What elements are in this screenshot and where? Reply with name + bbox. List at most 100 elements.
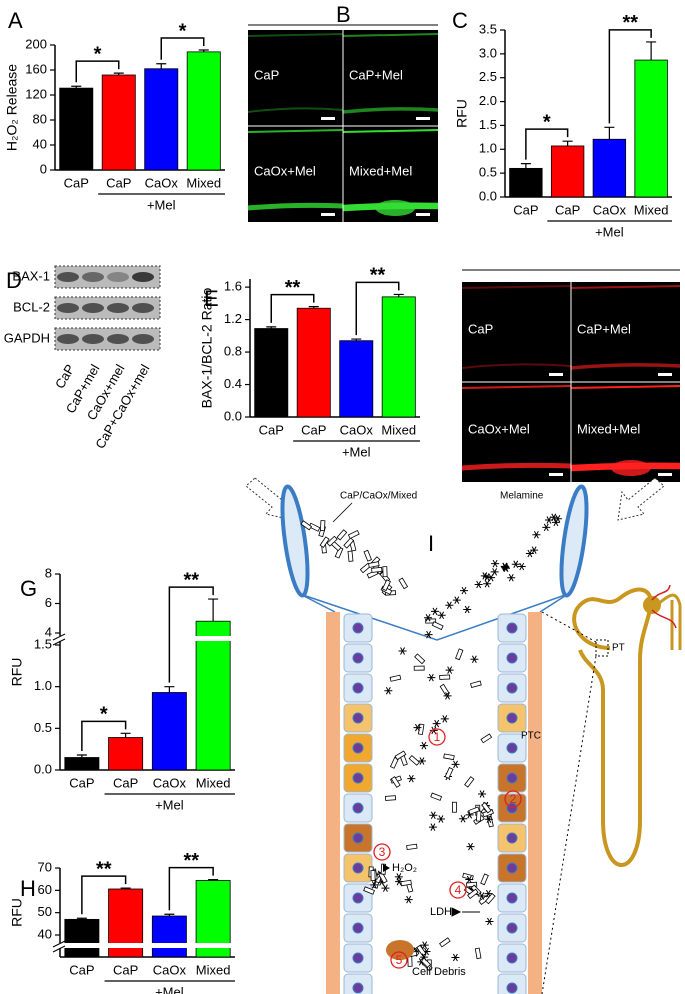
crystal bbox=[484, 893, 496, 905]
crystal bbox=[390, 776, 401, 788]
nucleus bbox=[352, 652, 364, 664]
melamine bbox=[440, 715, 449, 723]
diagram-label: Melamine bbox=[500, 491, 544, 502]
error-bar bbox=[393, 293, 404, 297]
melamine bbox=[427, 673, 436, 682]
melamine bbox=[490, 568, 499, 576]
melamine bbox=[443, 692, 452, 700]
fluorescence bbox=[247, 107, 344, 113]
significance-bracket bbox=[355, 281, 400, 336]
nucleus bbox=[506, 682, 518, 694]
melamine bbox=[474, 580, 483, 589]
fluorescence bbox=[247, 129, 344, 133]
blot-band bbox=[107, 272, 129, 282]
blot-band bbox=[132, 334, 154, 344]
significance-label: ** bbox=[622, 12, 638, 34]
step-number: 2 bbox=[510, 792, 517, 806]
x-tick-label: CaOx bbox=[145, 175, 179, 190]
x-tick-label: Mixed bbox=[196, 775, 231, 790]
group-label: +Mel bbox=[595, 224, 624, 239]
scale-bar bbox=[416, 117, 430, 120]
group-label: +Mel bbox=[147, 197, 176, 212]
panel-letter: I bbox=[428, 531, 434, 556]
leader bbox=[332, 502, 353, 523]
break-mark bbox=[52, 940, 66, 953]
step-number: 5 bbox=[396, 953, 403, 967]
crystal bbox=[468, 806, 480, 815]
bar bbox=[339, 340, 374, 418]
funnel-opening bbox=[280, 484, 310, 598]
significance-bracket bbox=[168, 586, 214, 683]
x-tick-label: CaP bbox=[555, 202, 580, 217]
nephron bbox=[572, 587, 653, 867]
y-tick-label: 2.0 bbox=[479, 93, 497, 108]
micrograph-label: CaP+Mel bbox=[577, 321, 631, 336]
blot-band bbox=[107, 334, 129, 344]
error-bar bbox=[164, 686, 175, 693]
glomerulus bbox=[643, 596, 661, 614]
fluorescence bbox=[570, 363, 681, 370]
significance-bracket bbox=[270, 293, 315, 323]
zoom-line bbox=[541, 611, 597, 994]
nucleus bbox=[352, 712, 364, 724]
crystal bbox=[425, 618, 437, 624]
crystal bbox=[343, 537, 355, 549]
y-tick-label: 0.5 bbox=[34, 720, 52, 735]
melamine bbox=[420, 953, 429, 961]
bar bbox=[592, 138, 627, 198]
crystal bbox=[439, 683, 450, 696]
melamine bbox=[429, 726, 438, 735]
melamine bbox=[551, 518, 560, 527]
blot-band bbox=[132, 303, 154, 313]
nucleus bbox=[352, 772, 364, 784]
melamine bbox=[429, 811, 438, 820]
melamine bbox=[437, 611, 446, 619]
crystal bbox=[389, 674, 402, 682]
blot-band bbox=[82, 303, 104, 313]
y-axis-label: BAX-1/BCL-2 Ratio bbox=[199, 287, 215, 408]
blot-band bbox=[57, 303, 79, 313]
error-bar bbox=[351, 338, 362, 341]
step-marker bbox=[428, 728, 446, 746]
diagram-label: Cell Debris bbox=[412, 966, 466, 978]
x-tick-label: CaP bbox=[69, 775, 94, 790]
melamine bbox=[384, 686, 393, 695]
y-tick-label: 1.0 bbox=[34, 678, 52, 693]
crystal bbox=[378, 871, 388, 884]
crystal bbox=[417, 723, 425, 736]
crystal bbox=[455, 648, 464, 661]
y-tick-label: 1.2 bbox=[224, 311, 242, 326]
error-bar bbox=[113, 72, 124, 75]
melamine bbox=[465, 875, 474, 884]
melamine bbox=[517, 562, 526, 571]
melamine bbox=[404, 895, 413, 904]
nucleus bbox=[506, 892, 518, 904]
melamine bbox=[484, 815, 493, 823]
error-bar bbox=[76, 754, 87, 758]
funnel-opening bbox=[559, 484, 589, 598]
nucleus bbox=[352, 832, 364, 844]
error-bar bbox=[156, 63, 167, 69]
x-tick-label: CaOx bbox=[593, 202, 627, 217]
melamine bbox=[470, 655, 479, 664]
error-bar bbox=[266, 326, 277, 329]
x-tick-label: CaP bbox=[64, 175, 89, 190]
axis-break bbox=[52, 636, 235, 641]
error-bar bbox=[164, 913, 175, 917]
diagram-label: PT bbox=[612, 643, 625, 654]
panel-letter: G bbox=[20, 576, 37, 601]
crystal bbox=[470, 680, 482, 688]
x-tick-label: CaP bbox=[301, 422, 326, 437]
crystal bbox=[451, 801, 457, 813]
nucleus bbox=[506, 652, 518, 664]
significance-bracket bbox=[81, 720, 127, 751]
crystal bbox=[319, 536, 330, 548]
melamine bbox=[463, 605, 472, 614]
diagram-label: PTC bbox=[521, 731, 541, 742]
blot-band bbox=[132, 272, 154, 282]
crystal bbox=[381, 579, 391, 592]
y-tick-label: 1.5 bbox=[479, 117, 497, 132]
y-tick-label: 160 bbox=[25, 61, 47, 76]
x-tick-label: Mixed bbox=[196, 962, 231, 977]
bar bbox=[509, 167, 543, 198]
